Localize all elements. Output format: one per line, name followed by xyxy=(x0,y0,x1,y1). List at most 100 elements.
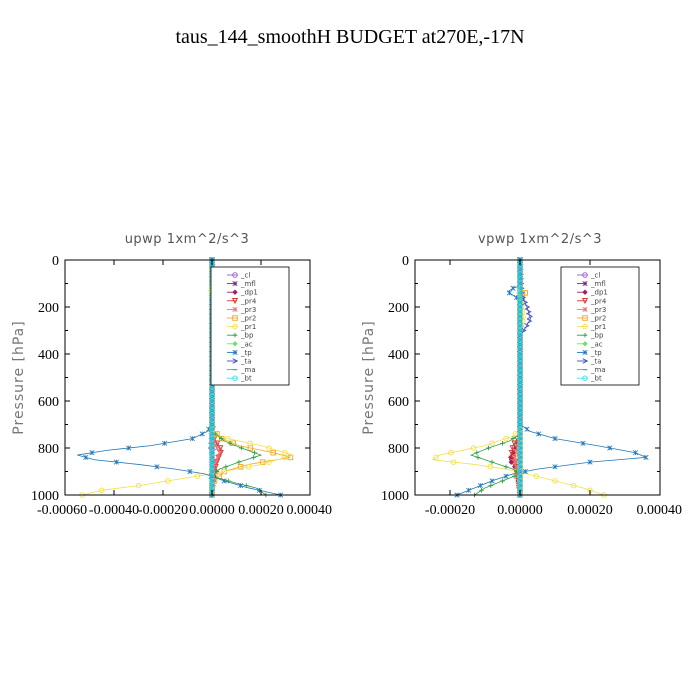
legend-label-pr2: _pr2 xyxy=(240,315,256,323)
legend-box xyxy=(560,266,640,386)
data-point-ta xyxy=(525,308,532,315)
legend-marker-bt xyxy=(582,375,588,381)
y-tick-label: 200 xyxy=(38,301,59,316)
legend-marker-pr2 xyxy=(232,315,238,321)
data-point-ta xyxy=(519,290,525,296)
panel-upwp: upwp 1xm^2/s^3 Pressure [hPa] 0 200 400 600 80… xyxy=(11,232,332,518)
legend-label-ac: _ac xyxy=(240,340,253,348)
legend: _cl_mfl_dp1_pr4_pr3_pr2_pr1_bp_ac_tp_ta_… xyxy=(210,266,290,386)
data-point-pr1 xyxy=(450,459,457,465)
legend-label-ta: _ta xyxy=(240,358,252,366)
data-point-bp xyxy=(474,450,480,455)
data-point-pr1 xyxy=(503,435,509,442)
legend-marker-bp xyxy=(582,332,588,338)
legend-marker-bt xyxy=(232,375,238,381)
data-point-ta xyxy=(518,285,525,291)
data-point-ta xyxy=(522,299,529,306)
legend-label-bp: _bp xyxy=(240,332,254,340)
data-point-bp xyxy=(252,450,257,455)
y-axis-label: Pressure [hPa] xyxy=(11,320,27,434)
data-point-bp xyxy=(239,445,244,451)
legend-marker-mfl xyxy=(582,281,588,287)
data-point-tp xyxy=(643,454,649,460)
legend-marker-pr1 xyxy=(232,323,238,330)
data-point-bp xyxy=(479,488,484,493)
legend-label-ma: _ma xyxy=(590,366,606,374)
legend-label-dp1: _dp1 xyxy=(240,289,258,297)
data-point-pr3 xyxy=(512,454,518,460)
data-point-tp xyxy=(162,440,168,446)
data-point-tp xyxy=(221,478,227,484)
x-tick-label: 0.00020 xyxy=(567,503,613,518)
legend-label-tp: _tp xyxy=(590,349,602,357)
legend-marker-pr2 xyxy=(582,315,588,321)
data-point-pr1 xyxy=(247,440,253,447)
data-point-tp xyxy=(199,431,205,437)
data-point-pr1 xyxy=(165,478,171,484)
x-tick-label: 0.00040 xyxy=(287,503,333,518)
panel-title: upwp 1xm^2/s^3 xyxy=(125,232,250,247)
y-tick-label: 800 xyxy=(388,442,409,457)
data-point-tp xyxy=(510,285,516,291)
legend-label-mfl: _mfl xyxy=(240,280,256,288)
data-point-pr1 xyxy=(433,454,439,461)
data-point-bp xyxy=(488,483,494,488)
data-point-bp xyxy=(511,473,517,479)
legend-marker-cl xyxy=(582,272,588,278)
data-point-ta xyxy=(518,280,525,287)
x-tick-label: -0.00020 xyxy=(138,503,188,518)
legend-marker-ac xyxy=(582,341,588,347)
data-point-pr2 xyxy=(259,459,266,465)
data-point-tp xyxy=(552,436,558,442)
legend-label-bp: _bp xyxy=(590,332,604,340)
data-point-pr1 xyxy=(282,454,288,461)
data-point-bp xyxy=(500,478,505,484)
panel-vpwp: vpwp 1xm^2/s^3 Pressure [hPa] 0 200 400 600 80… xyxy=(361,232,682,518)
data-point-pr1 xyxy=(552,478,558,484)
data-point-pr1 xyxy=(266,459,272,465)
data-point-tp xyxy=(607,445,613,451)
x-tick-label: 0.00000 xyxy=(497,503,543,518)
x-tick-label: -0.00040 xyxy=(89,503,139,518)
legend-label-bt: _bt xyxy=(240,375,252,383)
legend-marker-pr4 xyxy=(581,298,589,305)
y-tick-label: 0 xyxy=(52,254,59,269)
series-line-pr1 xyxy=(82,260,295,496)
legend-label-pr3: _pr3 xyxy=(590,306,606,314)
data-point-tp xyxy=(503,473,509,479)
data-point-bp xyxy=(489,459,495,465)
data-point-pr3 xyxy=(216,450,222,456)
data-point-pr1 xyxy=(487,464,494,470)
x-tick-label: 0.00040 xyxy=(637,503,683,518)
data-point-pr2 xyxy=(237,464,244,470)
data-point-ta xyxy=(524,323,530,329)
data-point-bp xyxy=(214,469,220,474)
legend-label-ma: _ma xyxy=(240,366,256,374)
data-point-tp xyxy=(126,445,132,451)
data-point-bp xyxy=(236,459,242,465)
data-point-tp xyxy=(238,483,244,489)
data-point-pr1 xyxy=(98,487,105,494)
data-point-pr2 xyxy=(287,454,294,461)
series-line-pr1 xyxy=(431,260,605,496)
data-point-pr4 xyxy=(508,449,515,457)
data-point-pr4 xyxy=(511,440,518,447)
legend-label-pr4: _pr4 xyxy=(240,297,257,305)
data-point-dp1 xyxy=(508,459,514,465)
legend-label-dp1: _dp1 xyxy=(590,289,608,297)
data-point-bp xyxy=(227,441,233,446)
data-point-bp xyxy=(475,455,481,460)
y-tick-label: 600 xyxy=(38,395,59,410)
data-point-pr4 xyxy=(509,445,516,452)
series-bt xyxy=(517,257,523,498)
legend-marker-pr3 xyxy=(582,306,588,312)
legend-marker-ta xyxy=(232,358,239,364)
data-point-pr1 xyxy=(266,445,272,451)
data-point-tp xyxy=(89,450,95,456)
data-point-pr1 xyxy=(489,440,495,447)
data-point-bp xyxy=(223,464,229,470)
legend-label-pr3: _pr3 xyxy=(240,306,256,314)
legend-label-ta: _ta xyxy=(590,358,602,366)
legend-label-bt: _bt xyxy=(590,375,602,383)
data-point-tp xyxy=(587,459,593,465)
